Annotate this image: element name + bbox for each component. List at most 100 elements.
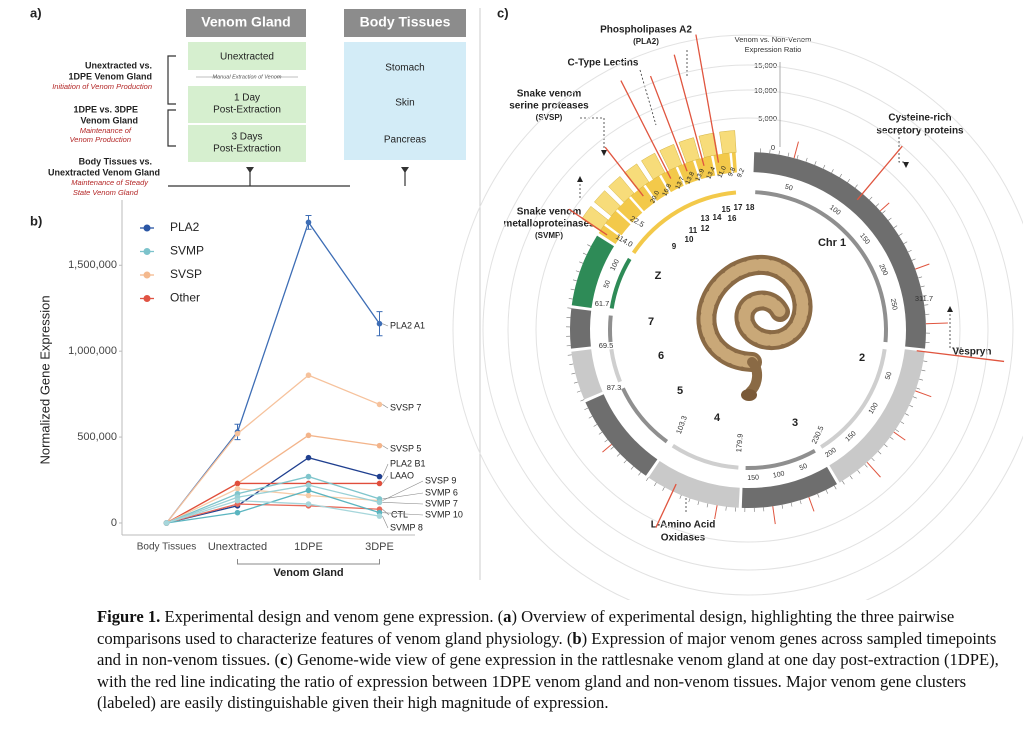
scale-title: Venom vs. Non-Venom xyxy=(735,35,812,44)
cluster-label: Cysteine-rich xyxy=(888,113,951,124)
series-line xyxy=(166,487,380,524)
position-tick xyxy=(790,502,793,507)
ratio-spike xyxy=(655,483,677,528)
cluster-label: Snake venom xyxy=(517,207,582,218)
snake-illustration xyxy=(696,255,813,401)
microchromosome-label: 14 xyxy=(713,213,722,222)
series-label: CTL xyxy=(391,509,408,519)
legend-marker xyxy=(143,224,151,232)
legend-label: Other xyxy=(170,291,200,305)
box-text: Post-Extraction xyxy=(213,105,281,116)
position-tick xyxy=(778,150,780,155)
series-line xyxy=(165,374,380,524)
position-tick xyxy=(822,164,826,169)
cluster-label: L-Amino Acid xyxy=(651,520,716,531)
marker xyxy=(376,442,383,449)
series-line xyxy=(166,482,380,524)
position-tick xyxy=(568,298,573,300)
caption-part: ) Overview of experimental design, highl… xyxy=(97,607,955,648)
position-tick xyxy=(569,363,574,366)
box xyxy=(188,42,306,70)
position-tick xyxy=(831,169,834,173)
chromosome-label: 6 xyxy=(658,350,664,362)
marker xyxy=(234,430,241,437)
pla2-value: 9.2 xyxy=(736,167,746,178)
series-line xyxy=(166,503,380,524)
chromosome-band xyxy=(571,349,603,400)
caption-part: ) Expression of major venom genes across… xyxy=(97,628,997,670)
chromosome-band xyxy=(570,308,592,349)
pla2-value: 16.8 xyxy=(661,183,673,198)
label-leader xyxy=(382,475,389,484)
chromosome-inner xyxy=(609,348,622,383)
position-tick xyxy=(923,360,928,362)
scale-tick: 0 xyxy=(771,143,775,152)
comparison-note: Venom Production xyxy=(70,135,131,144)
cluster-label: (SVSP) xyxy=(536,113,563,122)
ratio-spike xyxy=(879,202,890,212)
x-group-label: Venom Gland xyxy=(273,567,343,579)
position-tick xyxy=(638,471,642,476)
position-tick xyxy=(912,396,917,399)
comparison-note: Initiation of Venom Production xyxy=(52,82,152,91)
position-tick xyxy=(911,258,916,261)
micro-bar xyxy=(608,176,635,203)
cluster-label: Oxidases xyxy=(661,533,706,544)
position-tick xyxy=(921,369,926,372)
microchromosome-label: 13 xyxy=(701,214,710,223)
position-tick xyxy=(895,429,900,433)
chromosome-label: 7 xyxy=(648,316,654,328)
comparison: Unextracted vs. xyxy=(85,60,152,70)
position-label: 150 xyxy=(844,430,857,443)
legend-label: PLA2 xyxy=(170,220,200,234)
chromosome-label: 3 xyxy=(792,417,798,429)
scale-title: Expression Ratio xyxy=(745,45,802,54)
ratio-spike xyxy=(649,75,688,172)
position-tick xyxy=(889,436,894,440)
position-tick xyxy=(909,404,914,408)
snake-head xyxy=(741,389,757,401)
caption-part: a xyxy=(503,607,512,626)
micro-bar xyxy=(594,190,621,217)
marker xyxy=(305,372,312,379)
position-tick xyxy=(907,249,912,253)
micro-bar xyxy=(678,137,700,164)
micro-bar xyxy=(659,144,683,171)
position-tick xyxy=(919,378,924,381)
x-tick-label: 3DPE xyxy=(365,541,394,553)
length-label: 87.3 xyxy=(607,383,622,392)
ratio-spike xyxy=(695,34,720,163)
box-text: 3 Days xyxy=(231,132,262,143)
marker xyxy=(376,473,383,480)
ratio-spike xyxy=(604,146,644,197)
ratio-spike xyxy=(915,390,932,398)
leader-line xyxy=(579,50,962,512)
ratio-spike xyxy=(620,80,672,179)
position-tick xyxy=(916,387,921,390)
series-label: SVMP 8 xyxy=(390,522,423,532)
chromosome-band xyxy=(585,394,658,476)
pla2-value: 13.4 xyxy=(705,166,717,181)
marker xyxy=(305,487,312,494)
position-tick xyxy=(854,184,858,189)
series-line xyxy=(166,456,380,524)
marker xyxy=(234,497,241,504)
label-leader xyxy=(382,502,424,505)
chromosome-label: 4 xyxy=(714,412,721,424)
cluster-label: (SVMP) xyxy=(535,231,563,240)
note: Manual Extraction of Venom xyxy=(213,74,282,80)
position-tick xyxy=(817,493,820,498)
cluster-label: metalloproteinases xyxy=(503,219,595,230)
label-leader xyxy=(382,480,424,501)
position-label: 150 xyxy=(858,232,871,246)
position-tick xyxy=(571,372,576,375)
series-line xyxy=(166,499,380,524)
length-label: 179.9 xyxy=(734,433,745,452)
ratio-spike xyxy=(915,263,930,270)
position-tick xyxy=(924,304,929,306)
position-tick xyxy=(814,161,817,166)
label-leader xyxy=(382,509,390,516)
microchromosome-label: 10 xyxy=(685,235,694,244)
microchromosome-label: 18 xyxy=(746,203,755,212)
series-line xyxy=(166,475,380,524)
